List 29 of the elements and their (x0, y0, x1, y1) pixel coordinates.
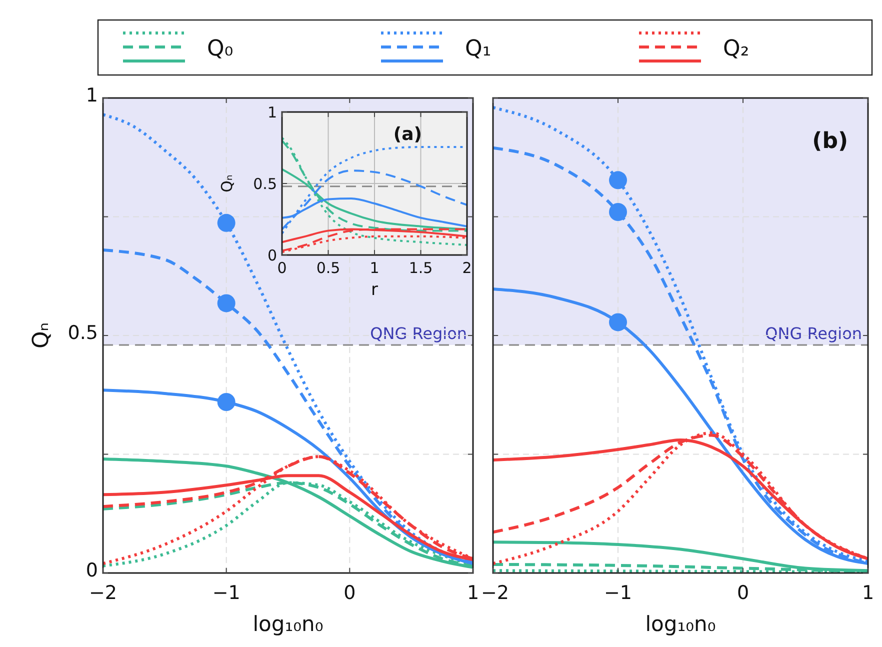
y-axis-title: Qₙ (218, 174, 236, 192)
x-tick-label: 1 (370, 259, 380, 277)
legend-label: Q₀ (207, 36, 234, 62)
x-tick-label: 1 (466, 582, 480, 604)
x-axis-title: log₁₀n₀ (645, 612, 716, 636)
x-tick-label: −1 (212, 582, 240, 604)
y-tick-label: 0.5 (68, 322, 98, 344)
x-tick-label: 0 (736, 582, 750, 604)
annotation: (b) (812, 129, 848, 154)
x-tick-label: 1.5 (408, 259, 433, 277)
x-axis-title: log₁₀n₀ (252, 612, 324, 636)
x-tick-label: 2 (462, 259, 472, 277)
x-tick-label: −2 (480, 582, 510, 604)
legend-label: Q₁ (465, 36, 492, 62)
y-tick-label: 1 (86, 84, 98, 107)
annotation: (a) (393, 124, 422, 145)
x-tick-label: −2 (88, 582, 118, 604)
legend-label: Q₂ (723, 36, 750, 62)
x-tick-label: 1 (862, 582, 874, 604)
y-tick-label: 0 (267, 246, 277, 264)
y-tick-label: 1 (267, 103, 277, 122)
y-axis-title: Qₙ (29, 322, 54, 349)
y-tick-label: 0.5 (253, 174, 277, 193)
x-tick-label: −1 (604, 582, 632, 604)
x-tick-label: 0 (344, 582, 356, 604)
band-label: QNG Region (765, 324, 862, 343)
x-axis-title: r (371, 280, 378, 300)
x-tick-label: 0.5 (316, 259, 340, 277)
y-tick-label: 0 (86, 560, 98, 582)
